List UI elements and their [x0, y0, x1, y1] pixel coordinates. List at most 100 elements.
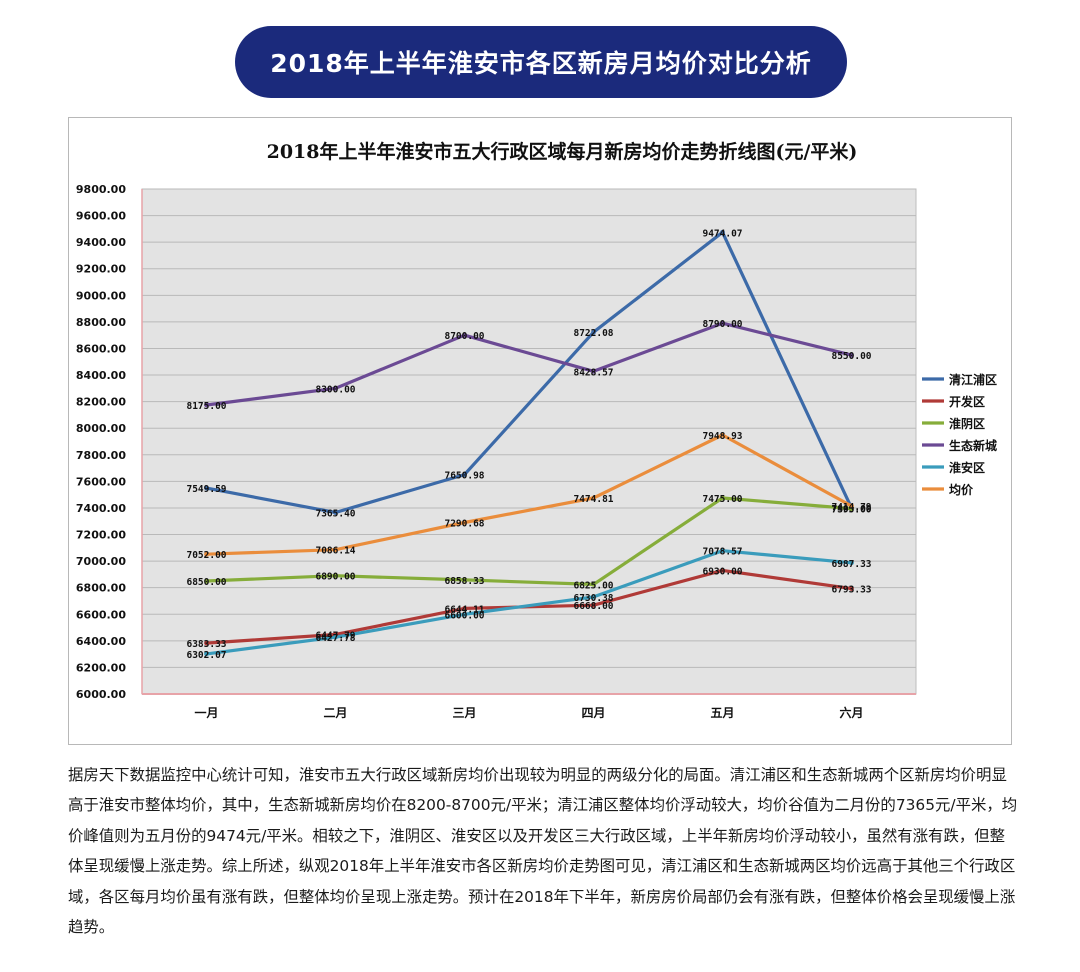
data-label: 6302.07 — [186, 650, 226, 661]
y-tick-label: 6000.00 — [76, 688, 126, 701]
data-point — [333, 634, 338, 640]
y-tick-label: 9600.00 — [76, 210, 126, 223]
data-point — [204, 402, 209, 408]
data-label: 6668.00 — [573, 601, 613, 612]
legend-label: 淮安区 — [949, 460, 985, 475]
y-tick-label: 7600.00 — [76, 475, 126, 488]
data-point — [720, 548, 725, 554]
data-point — [720, 568, 725, 573]
chart-title: 2018年上半年淮安市五大行政区域每月新房均价走势折线图(元/平米) — [267, 140, 858, 163]
data-label: 8550.00 — [831, 351, 871, 362]
series-line-5 — [204, 433, 854, 556]
data-label: 8790.00 — [702, 319, 742, 330]
data-label: 7549.59 — [186, 484, 226, 495]
data-label: 6793.33 — [831, 585, 871, 596]
y-tick-label: 6600.00 — [76, 608, 126, 621]
y-tick-label: 9400.00 — [76, 236, 126, 249]
data-label: 6930.00 — [702, 566, 742, 577]
data-point — [849, 586, 854, 591]
data-point — [333, 573, 338, 579]
data-point — [333, 385, 338, 391]
y-tick-label: 9800.00 — [76, 183, 126, 196]
data-label: 6383.33 — [186, 639, 226, 650]
data-point — [462, 611, 467, 617]
data-point — [333, 510, 338, 515]
y-tick-label: 7200.00 — [76, 529, 126, 542]
data-point — [204, 551, 209, 557]
data-point — [462, 520, 467, 525]
data-label: 7290.68 — [444, 518, 484, 529]
x-tick-label: 一月 — [194, 706, 218, 720]
legend-label: 均价 — [949, 482, 974, 497]
x-tick-label: 五月 — [710, 706, 734, 720]
banner-title: 2018年上半年淮安市各区新房月均价对比分析 — [270, 49, 812, 78]
data-label: 6644.11 — [444, 604, 484, 615]
data-point — [462, 332, 467, 338]
data-label: 6730.38 — [573, 593, 613, 604]
data-point — [849, 560, 854, 566]
x-tick-label: 四月 — [581, 706, 605, 720]
data-point — [849, 503, 854, 509]
data-point — [204, 640, 209, 646]
data-label: 6987.33 — [831, 559, 871, 570]
data-label: 7474.81 — [573, 494, 613, 505]
data-label: 7414.79 — [831, 502, 871, 513]
series-line-2 — [204, 496, 854, 586]
y-tick-label: 7400.00 — [76, 502, 126, 515]
data-point — [462, 472, 467, 477]
data-label: 7078.57 — [702, 547, 742, 558]
data-label: 7948.93 — [702, 431, 742, 442]
y-tick-label: 8800.00 — [76, 316, 126, 329]
legend-label: 淮阴区 — [949, 416, 985, 431]
data-label: 6600.00 — [444, 610, 484, 621]
data-point — [591, 329, 596, 335]
data-label: 7650.98 — [444, 471, 484, 482]
data-label: 8300.00 — [315, 384, 355, 395]
data-point — [720, 432, 725, 438]
data-label: 6825.00 — [573, 580, 613, 591]
data-point — [333, 547, 338, 553]
legend-label: 生态新城 — [949, 438, 997, 453]
data-point — [204, 578, 209, 584]
data-point — [591, 581, 596, 587]
data-point — [720, 495, 725, 501]
data-point — [720, 320, 725, 326]
analysis-paragraph: 据房天下数据监控中心统计可知，淮安市五大行政区域新房均价出现较为明显的两级分化的… — [68, 766, 1018, 937]
data-label: 8700.00 — [444, 331, 484, 342]
data-point — [462, 606, 467, 611]
y-tick-label: 8200.00 — [76, 396, 126, 409]
data-point — [720, 229, 725, 235]
data-label: 7052.00 — [186, 550, 226, 561]
y-tick-label: 6200.00 — [76, 661, 126, 674]
y-tick-label: 7800.00 — [76, 449, 126, 462]
series-line-0 — [204, 230, 854, 515]
data-label: 8722.08 — [573, 328, 613, 339]
y-tick-label: 8000.00 — [76, 422, 126, 435]
data-label: 9474.07 — [702, 228, 742, 239]
data-point — [591, 368, 596, 374]
y-tick-label: 7000.00 — [76, 555, 126, 568]
series-line-4 — [204, 549, 854, 656]
chart-container: 2018年上半年淮安市五大行政区域每月新房均价走势折线图(元/平米) 6000.… — [68, 117, 1012, 745]
data-label: 8428.57 — [573, 367, 613, 378]
data-point — [204, 651, 209, 657]
data-label: 6850.00 — [186, 577, 226, 588]
x-tick-label: 二月 — [323, 706, 347, 720]
data-label: 6427.78 — [315, 633, 355, 644]
y-tick-label: 9200.00 — [76, 263, 126, 276]
data-point — [591, 594, 596, 600]
data-point — [591, 495, 596, 501]
plot-area — [141, 188, 917, 695]
data-point — [849, 352, 854, 358]
data-label: 7475.00 — [702, 494, 742, 505]
data-point — [462, 577, 467, 583]
data-point — [591, 602, 596, 608]
x-tick-label: 三月 — [452, 706, 476, 720]
y-tick-label: 9000.00 — [76, 289, 126, 302]
data-point — [204, 485, 209, 491]
data-label: 7395.00 — [831, 505, 871, 516]
data-label: 7086.14 — [315, 546, 355, 557]
y-tick-label: 6400.00 — [76, 635, 126, 648]
page-banner: 2018年上半年淮安市各区新房月均价对比分析 — [235, 26, 847, 98]
line-chart: 2018年上半年淮安市五大行政区域每月新房均价走势折线图(元/平米) 6000.… — [76, 140, 997, 720]
